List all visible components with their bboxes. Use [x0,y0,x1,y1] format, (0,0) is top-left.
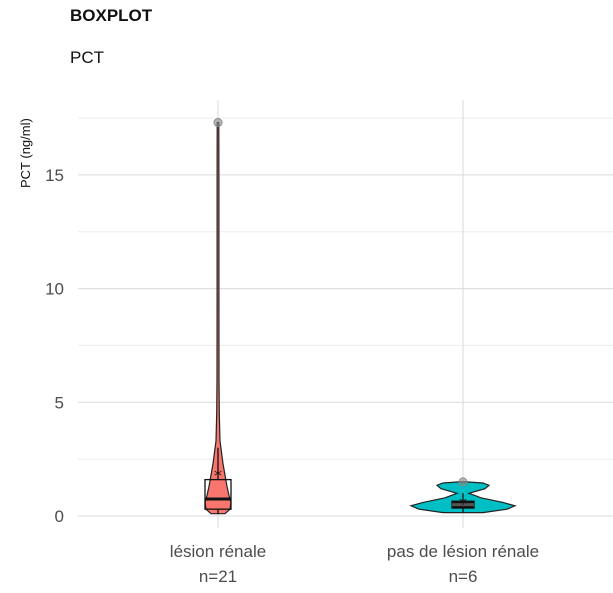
x-tick-n-label: n=6 [449,567,478,586]
y-tick-label: 5 [55,393,64,412]
y-tick-label: 10 [45,280,64,299]
mean-marker: * [214,466,222,485]
outlier-point [213,118,223,128]
y-tick-label: 0 [55,507,64,526]
mean-marker: * [459,494,467,513]
box-1 [204,478,232,510]
x-tick-label: lésion rénale [170,542,266,561]
chart-subtitle: PCT [70,48,104,67]
outlier-point [458,477,468,487]
chart-title: BOXPLOT [70,6,153,25]
x-tick-label: pas de lésion rénale [387,542,539,561]
x-tick-n-label: n=21 [199,567,237,586]
y-tick-label: 15 [45,166,64,185]
